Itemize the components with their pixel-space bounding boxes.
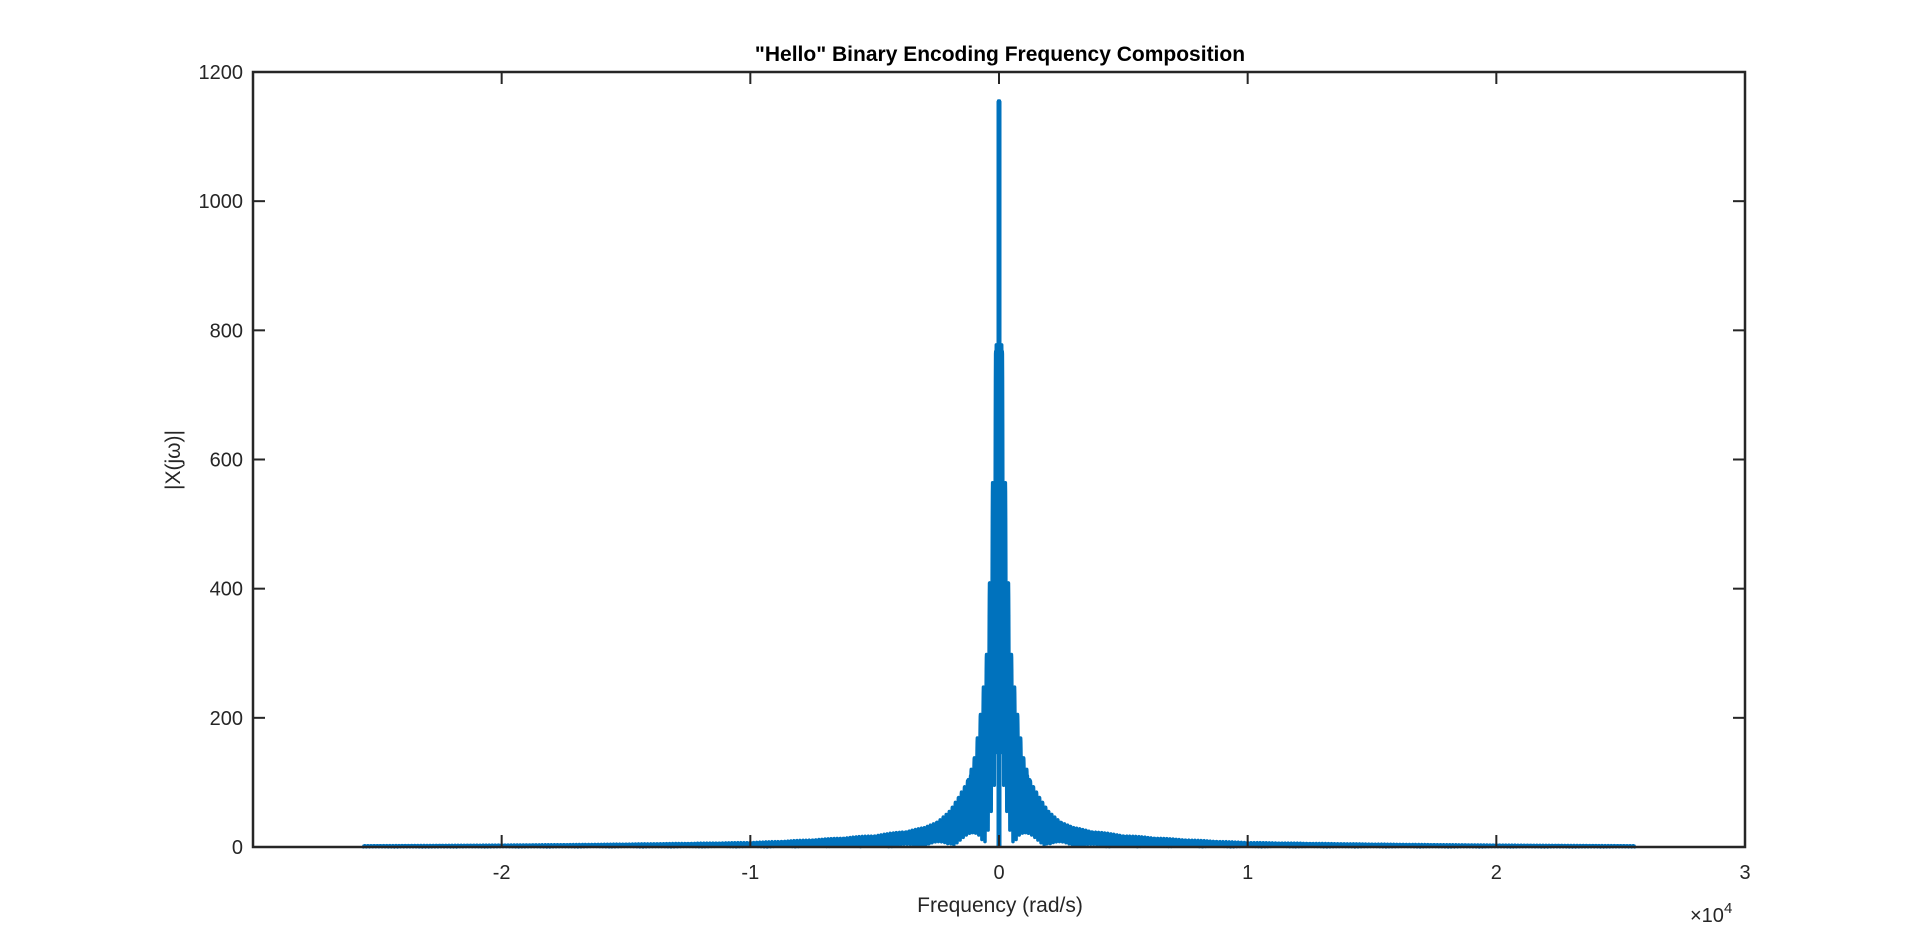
y-tick-label: 200 — [210, 708, 243, 730]
chart-title: "Hello" Binary Encoding Frequency Compos… — [755, 43, 1245, 66]
y-tick-label: 1000 — [199, 191, 244, 213]
x-tick-label: -2 — [493, 862, 511, 884]
y-tick-label: 0 — [232, 837, 243, 859]
x-tick-label: -1 — [741, 862, 759, 884]
x-exponent-power: 4 — [1724, 900, 1732, 917]
x-tick-label: 1 — [1242, 862, 1253, 884]
y-tick-label: 1200 — [199, 62, 244, 84]
y-tick-label: 600 — [210, 450, 243, 472]
x-tick-label: 0 — [993, 862, 1004, 884]
x-exponent-base: ×10 — [1690, 905, 1724, 927]
x-tick-label: 2 — [1491, 862, 1502, 884]
y-axis-title: |X(jω)| — [162, 430, 185, 490]
axes: -2 -1 0 1 2 3 0 200 400 600 800 1000 1200 — [199, 62, 1751, 884]
x-axis-exponent-label: ×104 — [1690, 900, 1732, 927]
x-axis-title: Frequency (rad/s) — [917, 894, 1083, 917]
y-tick-label: 800 — [210, 320, 243, 342]
y-tick-label: 400 — [210, 579, 243, 601]
x-tick-label: 3 — [1739, 862, 1750, 884]
